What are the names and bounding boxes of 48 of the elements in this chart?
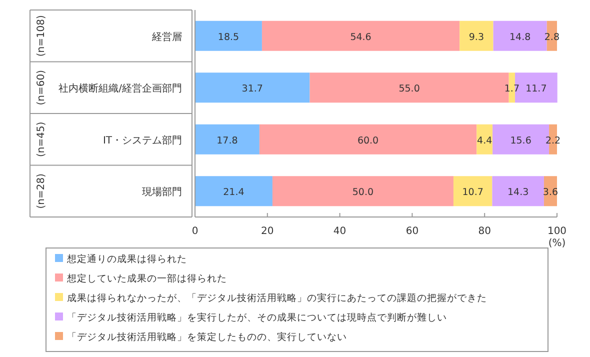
y-tick-label: 経営層	[151, 30, 182, 43]
bar	[195, 124, 260, 154]
data-label: 11.7	[526, 84, 547, 95]
bar	[453, 176, 492, 206]
legend-label: 「デジタル技術活用戦略」を策定したものの、実行していない	[67, 331, 347, 343]
data-label: 55.0	[398, 84, 420, 95]
x-tick-label: 60	[406, 226, 419, 237]
bar	[460, 20, 494, 51]
data-label: 50.0	[352, 187, 374, 198]
data-label: 14.3	[508, 187, 529, 198]
x-tick-label: 40	[333, 226, 346, 237]
bar	[493, 20, 547, 51]
y-tick-label: 現場部門	[142, 186, 182, 198]
y-tick-label: 社内横断組織/経営企画部門	[58, 82, 182, 95]
text: (n=28)	[36, 173, 47, 209]
data-label: 14.8	[510, 32, 531, 43]
legend-label: 成果は得られなかったが、「デジタル技術活用戦略」の実行にあたっての課題の把握ができた	[67, 292, 487, 304]
x-axis-title: (%)	[548, 238, 566, 249]
bar	[195, 176, 272, 206]
bar	[259, 124, 477, 154]
text: (n=45)	[36, 122, 47, 157]
x-tick-label: 20	[261, 226, 274, 237]
legend-label: 想定通りの成果は得られた	[66, 253, 187, 265]
data-label: 9.3	[468, 32, 484, 43]
data-label: 17.8	[216, 135, 238, 146]
data-label: 54.6	[350, 32, 372, 43]
text: (n=108)	[36, 14, 47, 57]
data-label: 10.7	[462, 187, 484, 198]
data-label: 60.0	[357, 135, 379, 146]
bar	[476, 124, 493, 154]
data-label: 21.4	[223, 187, 244, 198]
x-tick-label: 80	[478, 226, 491, 237]
bar	[272, 176, 454, 206]
data-label: 31.7	[242, 84, 263, 95]
data-label: 1.7	[504, 84, 520, 95]
bar	[262, 20, 460, 51]
bar	[492, 176, 544, 206]
text: (n=60)	[36, 70, 47, 106]
legend-label: 「デジタル技術活用戦略」を実行したが、その成果については現時点で判断が難しい	[67, 312, 447, 324]
data-label: 15.6	[510, 135, 532, 146]
x-tick-label: 0	[192, 226, 198, 237]
data-label: 4.4	[477, 135, 492, 146]
x-tick-label: 100	[547, 226, 567, 237]
legend-label: 想定していた成果の一部は得られた	[66, 272, 227, 284]
bar	[195, 72, 310, 103]
y-tick-label: IT・システム部門	[102, 134, 182, 146]
data-label: 18.5	[218, 32, 240, 43]
bar	[195, 20, 262, 51]
